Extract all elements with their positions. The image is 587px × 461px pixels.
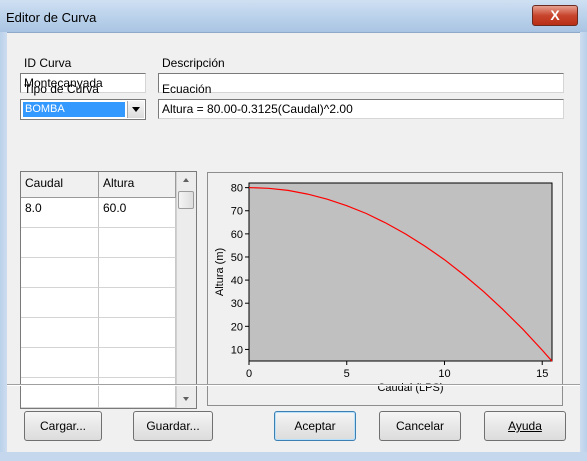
help-button-label: Ayuda: [508, 419, 542, 433]
close-button[interactable]: X: [532, 5, 578, 26]
x-tick-label: 0: [246, 368, 252, 380]
save-button[interactable]: Guardar...: [133, 411, 213, 441]
chevron-down-icon: [132, 107, 140, 112]
y-tick-label: 60: [231, 229, 243, 241]
curve-type-value: BOMBA: [23, 102, 125, 117]
window-frame-right: [580, 32, 587, 461]
plot-area: [248, 182, 553, 362]
table-cell[interactable]: [99, 378, 176, 408]
table-cell[interactable]: [21, 288, 99, 318]
curve-id-label: ID Curva: [24, 56, 72, 70]
table-column-caudal: Caudal 8.0: [21, 172, 99, 408]
table-cell[interactable]: [21, 378, 99, 408]
title-bar[interactable]: Editor de Curva X: [0, 0, 587, 33]
y-tick-label: 40: [231, 275, 243, 287]
load-button[interactable]: Cargar...: [24, 411, 102, 441]
x-tick-label: 15: [536, 368, 548, 380]
table-cell[interactable]: 8.0: [21, 198, 99, 228]
y-tick-label: 10: [231, 344, 243, 356]
arrow-up-icon: [183, 178, 189, 182]
x-tick-label: 10: [438, 368, 450, 380]
table-cell[interactable]: [21, 348, 99, 378]
arrow-down-icon: [183, 397, 189, 401]
table-cell[interactable]: [99, 228, 176, 258]
pump-curve-line: [248, 187, 553, 362]
table-header-caudal: Caudal: [21, 172, 99, 198]
button-divider: [7, 384, 580, 386]
help-button[interactable]: Ayuda: [484, 411, 566, 441]
table-cell[interactable]: [99, 288, 176, 318]
table-cell[interactable]: [99, 318, 176, 348]
curve-chart-panel: 0 5 10 15 10 20 30 40 50 60 70 80 Caudal (LPS) Altu…: [207, 172, 563, 406]
accept-button[interactable]: Aceptar: [274, 411, 356, 441]
curve-id-field[interactable]: Montecanyada: [20, 73, 146, 93]
table-column-altura: Altura 60.0: [99, 172, 176, 408]
table-cell[interactable]: [21, 258, 99, 288]
equation-field[interactable]: Altura = 80.00-0.3125(Caudal)^2.00: [158, 99, 564, 119]
table-cell[interactable]: [21, 228, 99, 258]
equation-label: Ecuación: [162, 82, 212, 96]
scroll-down-button[interactable]: [177, 391, 196, 408]
y-tick-label: 50: [231, 252, 243, 264]
table-header-altura: Altura: [99, 172, 176, 198]
y-axis-label: Altura (m): [214, 248, 226, 296]
y-tick-label: 80: [231, 183, 243, 195]
table-scrollbar[interactable]: [176, 172, 196, 408]
y-tick-label: 70: [231, 206, 243, 218]
window-frame-left: [0, 32, 7, 461]
close-icon: X: [550, 7, 560, 23]
table-cell[interactable]: [99, 258, 176, 288]
description-label: Descripción: [162, 56, 225, 70]
dropdown-arrow-button[interactable]: [127, 101, 144, 118]
window-title: Editor de Curva: [6, 10, 97, 25]
table-cell[interactable]: 60.0: [99, 198, 176, 228]
y-tick-label: 20: [231, 321, 243, 333]
curve-data-table[interactable]: Caudal 8.0 Altura 60.0: [20, 171, 197, 409]
scroll-up-button[interactable]: [177, 172, 196, 189]
x-tick-label: 5: [344, 368, 350, 380]
description-field[interactable]: [158, 73, 564, 93]
table-cell[interactable]: [99, 348, 176, 378]
y-tick-label: 30: [231, 298, 243, 310]
scroll-thumb[interactable]: [178, 191, 194, 209]
curve-type-label: Tipo de Curva: [24, 82, 99, 96]
table-cell[interactable]: [21, 318, 99, 348]
cancel-button[interactable]: Cancelar: [379, 411, 461, 441]
window-frame-bottom: [0, 452, 587, 461]
curve-type-select[interactable]: BOMBA: [20, 99, 146, 120]
